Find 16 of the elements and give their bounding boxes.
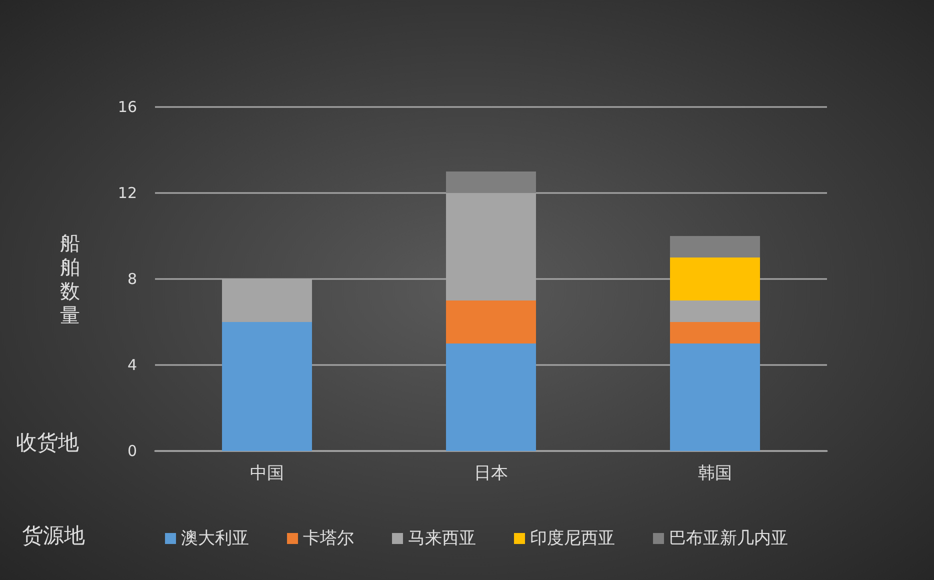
y-axis-title: 船舶数量 bbox=[60, 231, 80, 327]
y-tick-label: 4 bbox=[127, 356, 137, 374]
legend-label: 马来西亚 bbox=[408, 528, 476, 548]
y-tick-label: 16 bbox=[118, 98, 137, 116]
x-tick-label: 中国 bbox=[250, 464, 284, 484]
legend-label: 卡塔尔 bbox=[303, 528, 354, 548]
legend-title: 货源地 bbox=[22, 524, 85, 548]
y-tick-label: 0 bbox=[127, 442, 137, 460]
x-tick-label: 韩国 bbox=[698, 464, 732, 484]
legend-label: 澳大利亚 bbox=[181, 528, 249, 548]
y-tick-label: 12 bbox=[118, 184, 137, 202]
legend-label: 巴布亚新几内亚 bbox=[669, 528, 788, 548]
x-tick-label: 日本 bbox=[474, 464, 508, 484]
y-tick-label: 8 bbox=[127, 270, 137, 288]
legend-label: 印度尼西亚 bbox=[530, 528, 615, 548]
x-axis-title: 收货地 bbox=[16, 430, 79, 454]
